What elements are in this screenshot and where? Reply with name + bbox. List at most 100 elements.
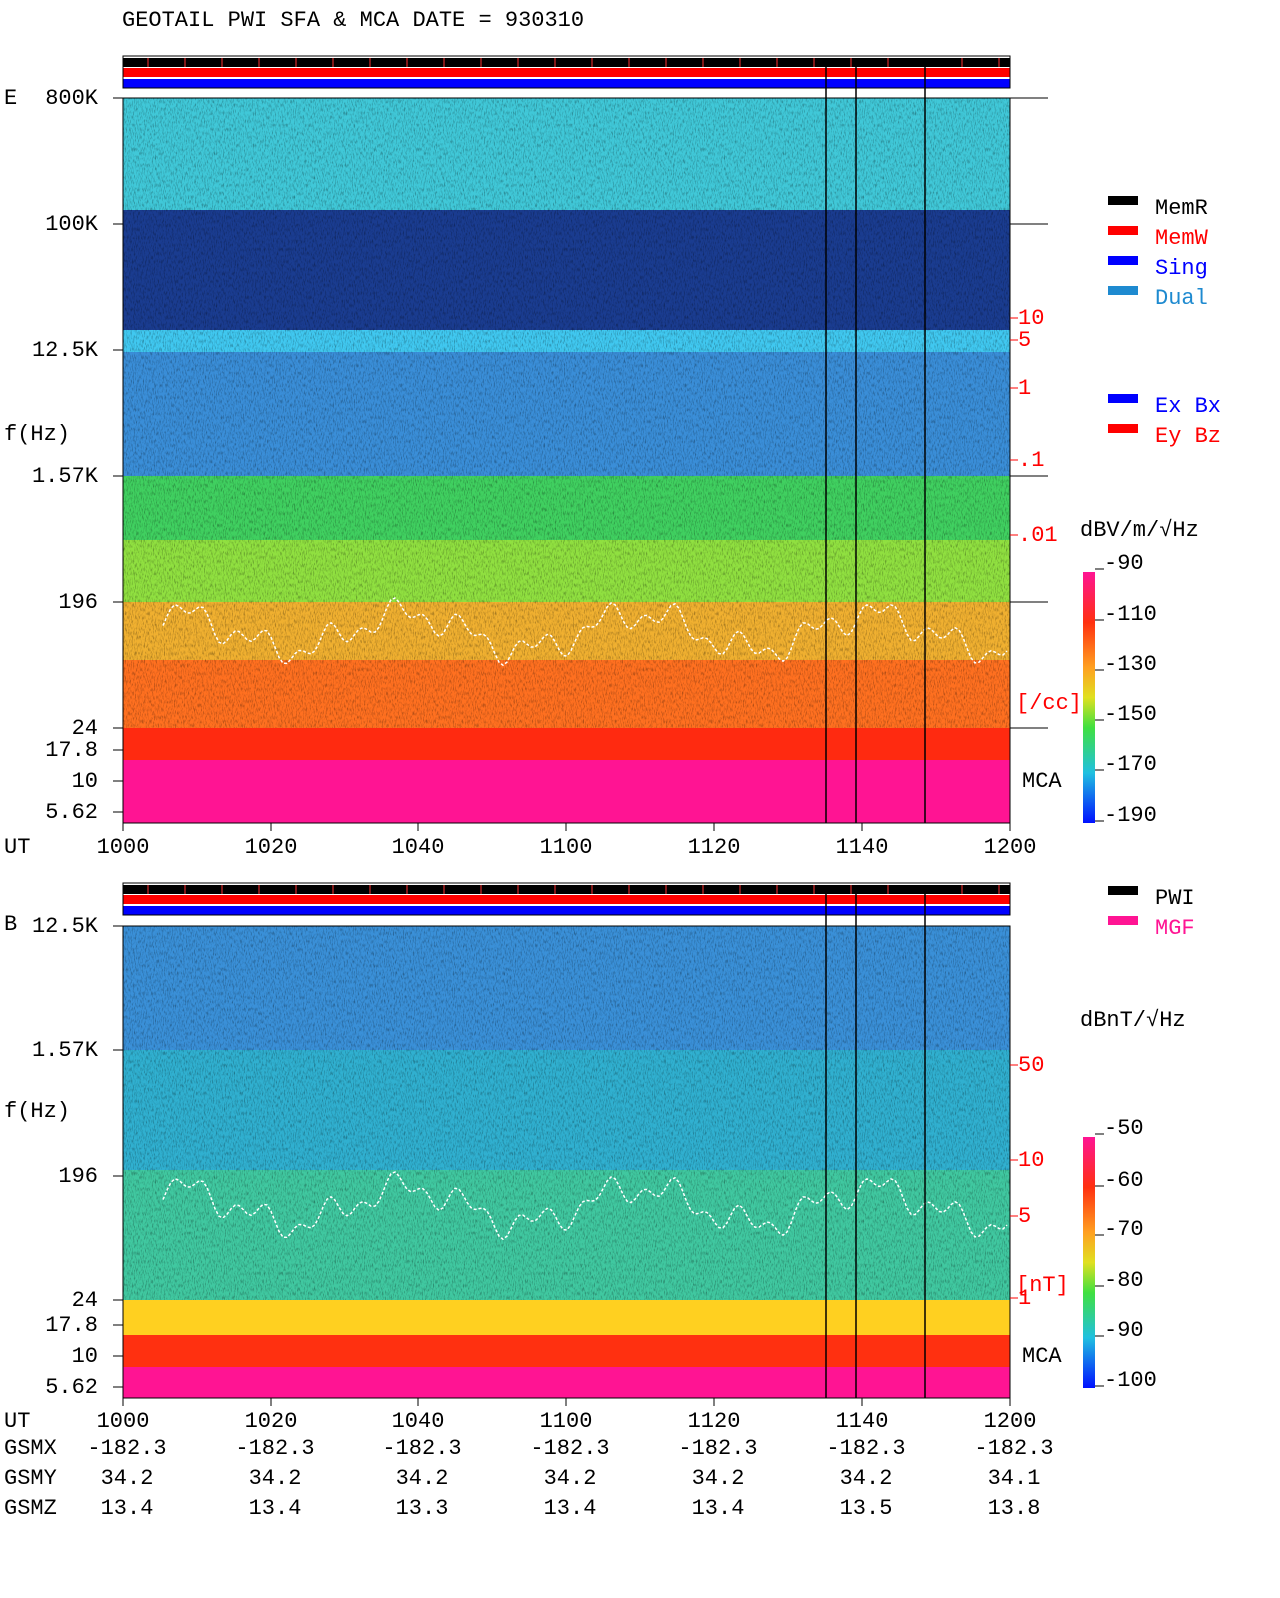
orbit-label: GSMZ xyxy=(4,1496,57,1521)
y-tick-label: 5.62 xyxy=(45,800,98,825)
status-bar xyxy=(123,906,1010,915)
orbit-value: -182.3 xyxy=(235,1436,314,1461)
status-bar xyxy=(123,58,1010,67)
legend-swatch xyxy=(1108,286,1138,295)
spectrogram-noise xyxy=(123,926,1010,1300)
orbit-value: 34.2 xyxy=(396,1466,449,1491)
plasma-trace xyxy=(162,1171,1008,1241)
density-tick-label: 1 xyxy=(1018,1286,1031,1311)
colorbar-tick-label: -80 xyxy=(1104,1268,1144,1293)
legend-swatch xyxy=(1108,394,1138,403)
legend-swatch xyxy=(1108,196,1138,205)
y-tick-label: 100K xyxy=(45,212,99,237)
orbit-value: 34.2 xyxy=(101,1466,154,1491)
density-unit: [/cc] xyxy=(1016,691,1082,716)
orbit-label: GSMY xyxy=(4,1466,57,1491)
density-tick-label: 1 xyxy=(1018,376,1031,401)
colorbar-tick-label: -50 xyxy=(1104,1116,1144,1141)
colorbar xyxy=(1083,572,1095,823)
status-bar xyxy=(123,895,1010,904)
status-bar xyxy=(123,885,1010,894)
title: GEOTAIL PWI SFA & MCA DATE = 930310 xyxy=(122,8,584,33)
orbit-value: -182.3 xyxy=(974,1436,1053,1461)
y-tick-label: 196 xyxy=(58,590,98,615)
y-tick-label: 17.8 xyxy=(45,738,98,763)
y-tick-label: 10 xyxy=(72,1344,98,1369)
y-tick-label: 800K xyxy=(45,86,99,111)
colorbar-unit: dBV/m/√Hz xyxy=(1080,518,1199,543)
orbit-label: GSMX xyxy=(4,1436,57,1461)
orbit-value: 34.2 xyxy=(249,1466,302,1491)
density-tick-label: .01 xyxy=(1018,523,1058,548)
density-tick-label: 10 xyxy=(1018,306,1044,331)
status-bar xyxy=(123,68,1010,77)
legend-label: Dual xyxy=(1155,286,1208,311)
orbit-value: 13.4 xyxy=(101,1496,154,1521)
x-tick-label: 1000 xyxy=(97,835,150,860)
mca-label: MCA xyxy=(1022,1344,1062,1369)
legend-label: PWI xyxy=(1155,886,1195,911)
status-frame xyxy=(122,882,1011,916)
colorbar-tick-label: -150 xyxy=(1104,702,1157,727)
x-tick-label: 1120 xyxy=(688,1409,741,1434)
y-tick-label: 24 xyxy=(72,716,98,741)
spectrogram-band xyxy=(123,1367,1010,1398)
colorbar-tick-label: -130 xyxy=(1104,652,1157,677)
panel-label: E xyxy=(4,86,17,111)
y-axis-label: f(Hz) xyxy=(4,422,70,447)
mca-label: MCA xyxy=(1022,769,1062,794)
orbit-value: 13.4 xyxy=(692,1496,745,1521)
density-tick-label: 5 xyxy=(1018,1204,1031,1229)
orbit-value: 34.2 xyxy=(692,1466,745,1491)
x-tick-label: 1040 xyxy=(392,835,445,860)
density-tick-label: 10 xyxy=(1018,1148,1044,1173)
legend-label: MGF xyxy=(1155,916,1195,941)
x-tick-label: 1040 xyxy=(392,1409,445,1434)
colorbar-unit: dBnT/√Hz xyxy=(1080,1008,1186,1033)
y-tick-label: 12.5K xyxy=(32,338,99,363)
y-tick-label: 1.57K xyxy=(32,1038,99,1063)
legend-label: Sing xyxy=(1155,256,1208,281)
orbit-value: 13.5 xyxy=(840,1496,893,1521)
spectrogram-band xyxy=(123,1300,1010,1335)
x-tick-label: 1120 xyxy=(688,835,741,860)
x-tick-label: 1020 xyxy=(245,1409,298,1434)
colorbar-tick-label: -90 xyxy=(1104,1318,1144,1343)
colorbar-tick-label: -90 xyxy=(1104,551,1144,576)
y-tick-label: 10 xyxy=(72,769,98,794)
y-tick-label: 5.62 xyxy=(45,1375,98,1400)
orbit-value: -182.3 xyxy=(87,1436,166,1461)
colorbar-tick-label: -110 xyxy=(1104,602,1157,627)
spectrogram-band xyxy=(123,728,1010,760)
colorbar xyxy=(1083,1137,1095,1388)
orbit-value: 13.3 xyxy=(396,1496,449,1521)
colorbar-tick-label: -170 xyxy=(1104,752,1157,777)
legend-label: Ey Bz xyxy=(1155,424,1221,449)
orbit-value: 13.4 xyxy=(249,1496,302,1521)
colorbar-tick-label: -70 xyxy=(1104,1217,1144,1242)
density-tick-label: .1 xyxy=(1018,448,1044,473)
legend-label: MemW xyxy=(1155,226,1209,251)
legend-swatch xyxy=(1108,424,1138,433)
x-axis-label: UT xyxy=(4,835,30,860)
y-tick-label: 1.57K xyxy=(32,464,99,489)
colorbar-tick-label: -60 xyxy=(1104,1168,1144,1193)
legend-swatch xyxy=(1108,256,1138,265)
density-tick-label: 5 xyxy=(1018,328,1031,353)
x-tick-label: 1200 xyxy=(984,835,1037,860)
legend-label: Ex Bx xyxy=(1155,394,1221,419)
orbit-value: 13.4 xyxy=(544,1496,597,1521)
spectrogram-band xyxy=(123,760,1010,823)
colorbar-tick-label: -190 xyxy=(1104,803,1157,828)
status-frame xyxy=(122,55,1011,89)
x-tick-label: 1200 xyxy=(984,1409,1037,1434)
density-tick-label: 50 xyxy=(1018,1053,1044,1078)
x-tick-label: 1140 xyxy=(836,1409,889,1434)
y-axis-label: f(Hz) xyxy=(4,1099,70,1124)
orbit-value: 13.8 xyxy=(988,1496,1041,1521)
density-unit: [nT] xyxy=(1016,1273,1069,1298)
panel-label: B xyxy=(4,912,17,937)
x-tick-label: 1100 xyxy=(540,1409,593,1434)
